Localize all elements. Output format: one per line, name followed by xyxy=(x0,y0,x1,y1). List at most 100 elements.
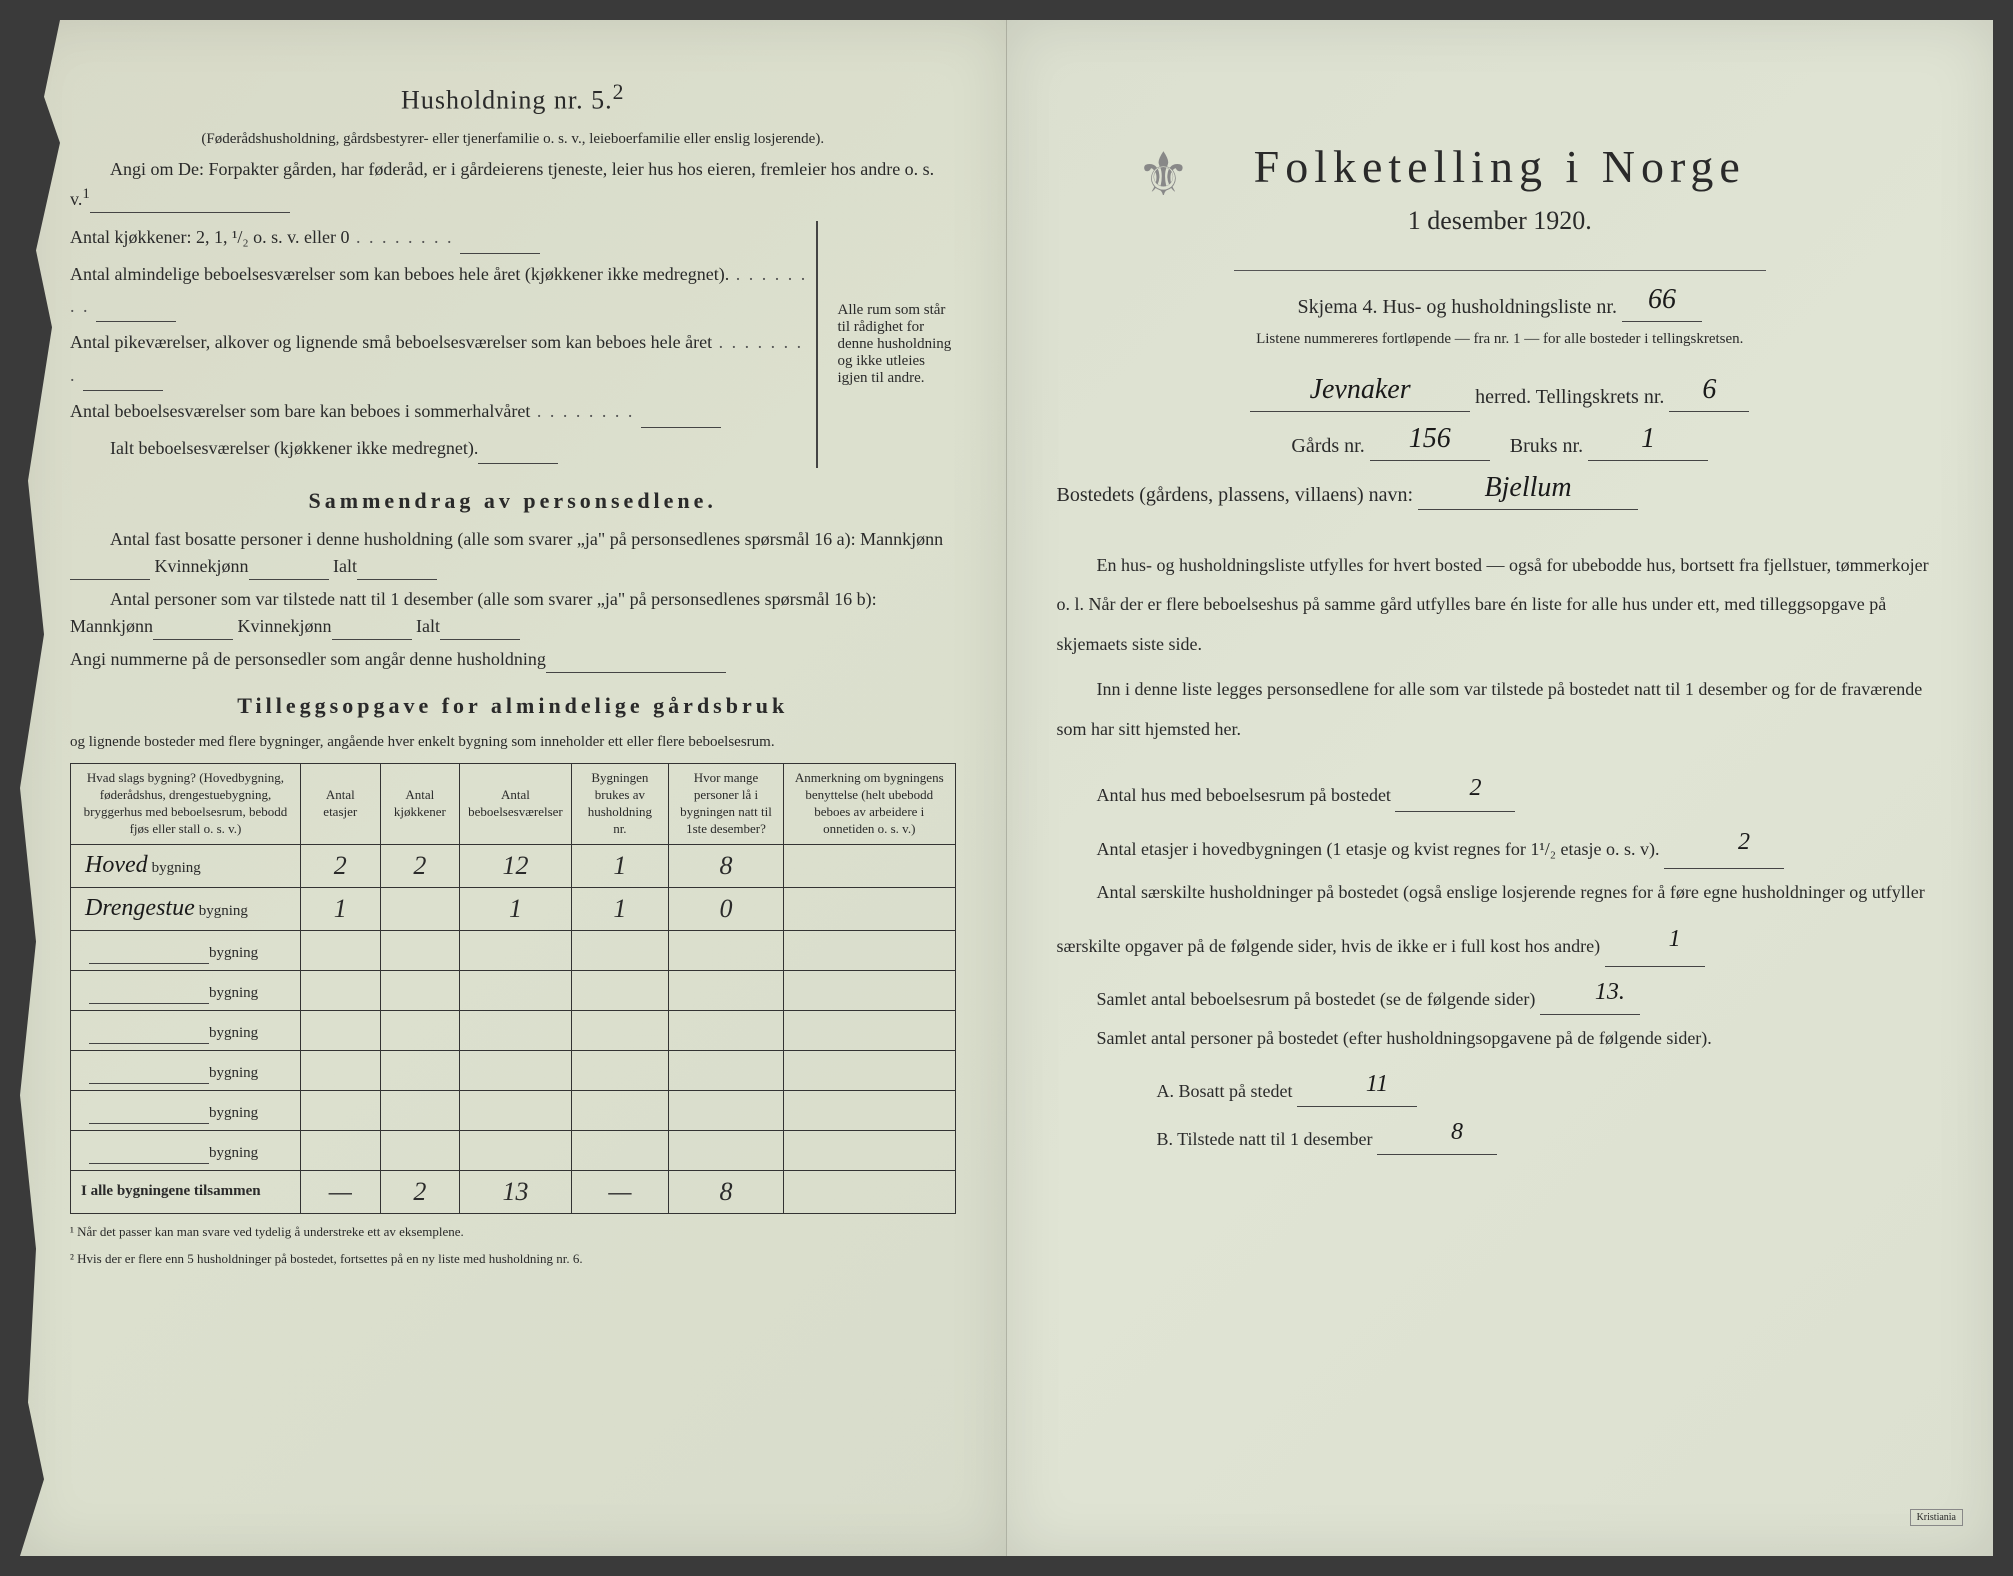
crest-icon: ⚜ xyxy=(1137,140,1191,210)
census-document: Husholdning nr. 5.2 (Føderådshusholdning… xyxy=(20,20,1993,1556)
gards-line: Gårds nr. 156 Bruks nr. 1 xyxy=(1057,418,1944,461)
total-beboelse: 13 xyxy=(460,1170,572,1213)
antal-etasjer-line: Antal etasjer i hovedbygningen (1 etasje… xyxy=(1057,816,1944,870)
tillegg-sub: og lignende bosteder med flere bygninger… xyxy=(70,731,956,754)
total-anm xyxy=(784,1170,956,1213)
th-0: Hvad slags bygning? (Hovedbygning, føder… xyxy=(71,764,301,845)
th-4: Bygningen brukes av husholdning nr. xyxy=(571,764,668,845)
row-beboelse: 12 xyxy=(460,844,572,887)
para-instructions-1: En hus- og husholdningsliste utfylles fo… xyxy=(1057,546,1944,665)
para-angi: Angi om De: Forpakter gården, har føderå… xyxy=(70,156,956,213)
row-name: Hovedbygning xyxy=(71,844,301,887)
row-personer xyxy=(669,1090,784,1130)
row-anm xyxy=(784,887,956,930)
table-row: bygning xyxy=(71,1010,956,1050)
row-etasjer xyxy=(300,1010,380,1050)
row-name: bygning xyxy=(71,970,301,1010)
row-hushold xyxy=(571,930,668,970)
row-name: bygning xyxy=(71,1090,301,1130)
row-hushold: 1 xyxy=(571,887,668,930)
row-hushold xyxy=(571,1090,668,1130)
row-kjokken: 2 xyxy=(380,844,460,887)
row-hushold xyxy=(571,1050,668,1090)
room-line-1: Antal almindelige beboelsesværelser som … xyxy=(70,258,816,323)
table-row: bygning xyxy=(71,1050,956,1090)
total-personer: 8 xyxy=(669,1170,784,1213)
row-personer xyxy=(669,970,784,1010)
divider xyxy=(1234,270,1766,271)
tillegg-title: Tilleggsopgave for almindelige gårdsbruk xyxy=(70,693,956,719)
sam-p1: Antal fast bosatte personer i denne hush… xyxy=(70,526,956,580)
herred-val: Jevnaker xyxy=(1250,369,1470,412)
row-etasjer xyxy=(300,1130,380,1170)
th-3: Antal beboelsesværelser xyxy=(460,764,572,845)
bosted-line: Bostedets (gårdens, plassens, villaens) … xyxy=(1057,467,1944,510)
th-2: Antal kjøkkener xyxy=(380,764,460,845)
skjema-nr: 66 xyxy=(1622,279,1702,322)
row-name: Drengestuebygning xyxy=(71,887,301,930)
footnote-2: ² Hvis der er flere enn 5 husholdninger … xyxy=(70,1249,956,1269)
th-6: Anmerkning om bygningens benyttelse (hel… xyxy=(784,764,956,845)
table-row: Drengestuebygning 1 1 1 0 xyxy=(71,887,956,930)
table-row: bygning xyxy=(71,970,956,1010)
row-etasjer xyxy=(300,1090,380,1130)
table-total-row: I alle bygningene tilsammen — 2 13 — 8 xyxy=(71,1170,956,1213)
total-hushold: — xyxy=(571,1170,668,1213)
antal-etasjer-val: 2 xyxy=(1664,816,1784,870)
total-label: I alle bygningene tilsammen xyxy=(71,1170,301,1213)
row-personer xyxy=(669,930,784,970)
row-name: bygning xyxy=(71,1010,301,1050)
bruks-nr: 1 xyxy=(1588,418,1708,461)
row-anm xyxy=(784,1090,956,1130)
row-kjokken xyxy=(380,1090,460,1130)
row-name: bygning xyxy=(71,1050,301,1090)
row-etasjer xyxy=(300,930,380,970)
krets-nr: 6 xyxy=(1669,369,1749,412)
row-name: bygning xyxy=(71,930,301,970)
table-row: bygning xyxy=(71,1130,956,1170)
row-anm xyxy=(784,1010,956,1050)
row-etasjer xyxy=(300,1050,380,1090)
row-kjokken xyxy=(380,887,460,930)
sammendrag-title: Sammendrag av personsedlene. xyxy=(70,488,956,514)
th-5: Hvor mange personer lå i bygningen natt … xyxy=(669,764,784,845)
row-etasjer xyxy=(300,970,380,1010)
row-kjokken xyxy=(380,970,460,1010)
table-header-row: Hvad slags bygning? (Hovedbygning, føder… xyxy=(71,764,956,845)
row-kjokken xyxy=(380,1010,460,1050)
room-line-2: Antal pikeværelser, alkover og lignende … xyxy=(70,326,816,391)
row-beboelse xyxy=(460,1130,572,1170)
samlet-rum-val: 13. xyxy=(1540,971,1640,1015)
sam-p2: Antal personer som var tilstede natt til… xyxy=(70,586,956,640)
rooms-section: Antal kjøkkener: 2, 1, ¹/₂ o. s. v. elle… xyxy=(70,221,956,468)
row-personer xyxy=(669,1050,784,1090)
row-kjokken xyxy=(380,930,460,970)
row-anm xyxy=(784,1130,956,1170)
samlet-pers-line: Samlet antal personer på bostedet (efter… xyxy=(1057,1019,1944,1059)
row-name: bygning xyxy=(71,1130,301,1170)
row-hushold: 1 xyxy=(571,844,668,887)
row-beboelse xyxy=(460,970,572,1010)
bosatt-val: 11 xyxy=(1297,1063,1417,1107)
total-kjokken: 2 xyxy=(380,1170,460,1213)
tilstede-line: B. Tilstede natt til 1 desember 8 xyxy=(1057,1111,1944,1155)
room-sum: Ialt beboelsesværelser (kjøkkener ikke m… xyxy=(70,432,816,464)
building-table: Hvad slags bygning? (Hovedbygning, føder… xyxy=(70,763,956,1214)
row-hushold xyxy=(571,1130,668,1170)
row-beboelse xyxy=(460,1090,572,1130)
row-hushold xyxy=(571,1010,668,1050)
herred-line: Jevnaker herred. Tellingskrets nr. 6 xyxy=(1057,369,1944,412)
row-personer xyxy=(669,1130,784,1170)
footnote-1: ¹ Når det passer kan man svare ved tydel… xyxy=(70,1222,956,1242)
row-personer: 8 xyxy=(669,844,784,887)
row-anm xyxy=(784,930,956,970)
gards-nr: 156 xyxy=(1370,418,1490,461)
row-etasjer: 1 xyxy=(300,887,380,930)
row-personer xyxy=(669,1010,784,1050)
torn-edge xyxy=(20,20,60,1556)
antal-hus-line: Antal hus med beboelsesrum på bostedet 2 xyxy=(1057,767,1944,811)
table-row: Hovedbygning 2 2 12 1 8 xyxy=(71,844,956,887)
total-etasjer: — xyxy=(300,1170,380,1213)
room-line-0: Antal kjøkkener: 2, 1, ¹/₂ o. s. v. elle… xyxy=(70,221,816,253)
antal-hus-val: 2 xyxy=(1395,767,1515,811)
